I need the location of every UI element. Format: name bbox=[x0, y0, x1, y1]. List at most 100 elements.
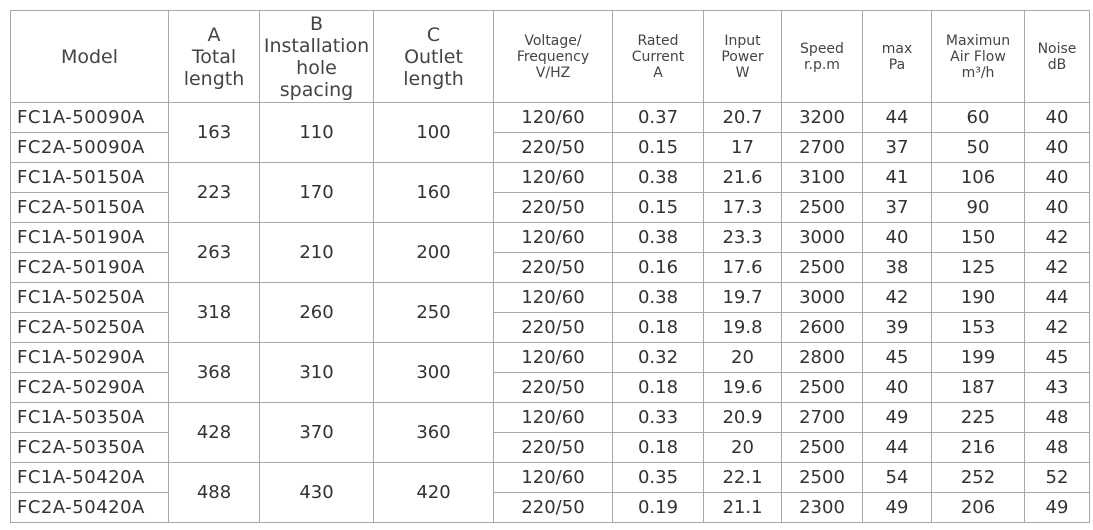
data-row: FC1A-50150A 223 170 160 120/60 0.38 21.6 3100 41… bbox=[10, 162, 1090, 223]
total-length-cell: 368 bbox=[168, 342, 260, 403]
outlet-length-cell: 160 bbox=[373, 162, 494, 223]
value-cell: 2800 bbox=[781, 342, 863, 373]
model-cell: FC1A-50190A bbox=[10, 222, 169, 253]
value-cell: 48 bbox=[1024, 402, 1090, 433]
value-cell: 220/50 bbox=[493, 252, 613, 283]
model-cell: FC2A-50150A bbox=[10, 192, 169, 223]
header-cell: max Pa bbox=[862, 10, 932, 103]
header-row: Model A Total length B Installation hole spacin… bbox=[10, 10, 1090, 103]
value-cell: 0.38 bbox=[612, 282, 704, 313]
value-cell: 42 bbox=[1024, 222, 1090, 253]
value-cell: 0.38 bbox=[612, 222, 704, 253]
header-line: Air Flow bbox=[950, 48, 1006, 65]
value-cell: 41 bbox=[862, 162, 932, 193]
outlet-length-cell: 200 bbox=[373, 222, 494, 283]
hole-spacing-cell: 370 bbox=[259, 402, 374, 463]
value-cell: 106 bbox=[931, 162, 1025, 193]
value-cell: 190 bbox=[931, 282, 1025, 313]
value-cell: 48 bbox=[1024, 432, 1090, 463]
value-cell: 153 bbox=[931, 312, 1025, 343]
header-line: Noise bbox=[1037, 40, 1077, 57]
value-cell: 42 bbox=[1024, 312, 1090, 343]
value-cell: 0.15 bbox=[612, 132, 704, 163]
header-line: m³/h bbox=[961, 64, 995, 81]
value-cell: 2500 bbox=[781, 432, 863, 463]
value-cell: 42 bbox=[1024, 252, 1090, 283]
value-cell: 49 bbox=[862, 402, 932, 433]
header-line: Frequency bbox=[516, 48, 590, 65]
value-cell: 220/50 bbox=[493, 132, 613, 163]
header-line: Outlet bbox=[404, 45, 463, 68]
hole-spacing-cell: 260 bbox=[259, 282, 374, 343]
value-cell: 206 bbox=[931, 492, 1025, 523]
value-cell: 42 bbox=[862, 282, 932, 313]
value-cell: 2500 bbox=[781, 462, 863, 493]
data-row: FC2A-50350A 220/50 0.18 20 2500 44 216 48 bbox=[10, 432, 1090, 463]
value-cell: 17.3 bbox=[703, 192, 782, 223]
total-length-cell: 428 bbox=[168, 402, 260, 463]
header-line: Pa bbox=[888, 56, 906, 73]
value-cell: 23.3 bbox=[703, 222, 782, 253]
value-cell: 216 bbox=[931, 432, 1025, 463]
value-cell: 2700 bbox=[781, 132, 863, 163]
value-cell: 187 bbox=[931, 372, 1025, 403]
hole-spacing-cell: 110 bbox=[259, 102, 374, 163]
value-cell: 40 bbox=[1024, 132, 1090, 163]
value-cell: 0.32 bbox=[612, 342, 704, 373]
value-cell: 220/50 bbox=[493, 492, 613, 523]
model-cell: FC2A-50190A bbox=[10, 252, 169, 283]
total-length-cell: 263 bbox=[168, 222, 260, 283]
value-cell: 0.35 bbox=[612, 462, 704, 493]
total-length-cell: 488 bbox=[168, 462, 260, 523]
data-row: FC1A-50420A 488 430 420 120/60 0.35 22.1 2500 54… bbox=[10, 462, 1090, 523]
header-cell: Voltage/Frequency V/HZ bbox=[493, 10, 613, 103]
value-cell: 0.33 bbox=[612, 402, 704, 433]
model-cell: FC2A-50290A bbox=[10, 372, 169, 403]
hole-spacing-cell: 210 bbox=[259, 222, 374, 283]
header-line: Speed bbox=[800, 40, 844, 57]
value-cell: 20 bbox=[703, 432, 782, 463]
value-cell: 0.18 bbox=[612, 312, 704, 343]
header-line: length bbox=[403, 67, 464, 90]
value-cell: 225 bbox=[931, 402, 1025, 433]
total-length-cell: 223 bbox=[168, 162, 260, 223]
model-cell: FC2A-50420A bbox=[10, 492, 169, 523]
header-cell: Rated Current A bbox=[612, 10, 704, 103]
header-line: W bbox=[735, 64, 750, 81]
value-cell: 120/60 bbox=[493, 222, 613, 253]
outlet-length-cell: 360 bbox=[373, 402, 494, 463]
value-cell: 50 bbox=[931, 132, 1025, 163]
table-body: Model A Total length B Installation hole spacin… bbox=[10, 10, 1090, 523]
value-cell: 60 bbox=[931, 102, 1025, 133]
value-cell: 44 bbox=[1024, 282, 1090, 313]
value-cell: 3000 bbox=[781, 222, 863, 253]
value-cell: 3000 bbox=[781, 282, 863, 313]
value-cell: 0.15 bbox=[612, 192, 704, 223]
value-cell: 252 bbox=[931, 462, 1025, 493]
value-cell: 52 bbox=[1024, 462, 1090, 493]
value-cell: 90 bbox=[931, 192, 1025, 223]
header-line: Installation bbox=[263, 34, 370, 57]
model-cell: FC1A-50350A bbox=[10, 402, 169, 433]
value-cell: 40 bbox=[862, 222, 932, 253]
value-cell: 40 bbox=[1024, 162, 1090, 193]
value-cell: 120/60 bbox=[493, 462, 613, 493]
model-cell: FC1A-50290A bbox=[10, 342, 169, 373]
header-cell: Noise dB bbox=[1024, 10, 1090, 103]
value-cell: 40 bbox=[1024, 192, 1090, 223]
value-cell: 19.7 bbox=[703, 282, 782, 313]
value-cell: 21.6 bbox=[703, 162, 782, 193]
value-cell: 40 bbox=[862, 372, 932, 403]
header-line: Rated bbox=[637, 32, 679, 49]
outlet-length-cell: 100 bbox=[373, 102, 494, 163]
value-cell: 2500 bbox=[781, 252, 863, 283]
data-row: FC2A-50150A 220/50 0.15 17.3 2500 37 90 40 bbox=[10, 192, 1090, 223]
value-cell: 2700 bbox=[781, 402, 863, 433]
hole-spacing-cell: 170 bbox=[259, 162, 374, 223]
data-row: FC1A-50190A 263 210 200 120/60 0.38 23.3 3000 40… bbox=[10, 222, 1090, 283]
model-cell: FC1A-50090A bbox=[10, 102, 169, 133]
header-line: spacing bbox=[279, 78, 354, 101]
header-line: A bbox=[207, 23, 221, 46]
model-cell: FC1A-50250A bbox=[10, 282, 169, 313]
